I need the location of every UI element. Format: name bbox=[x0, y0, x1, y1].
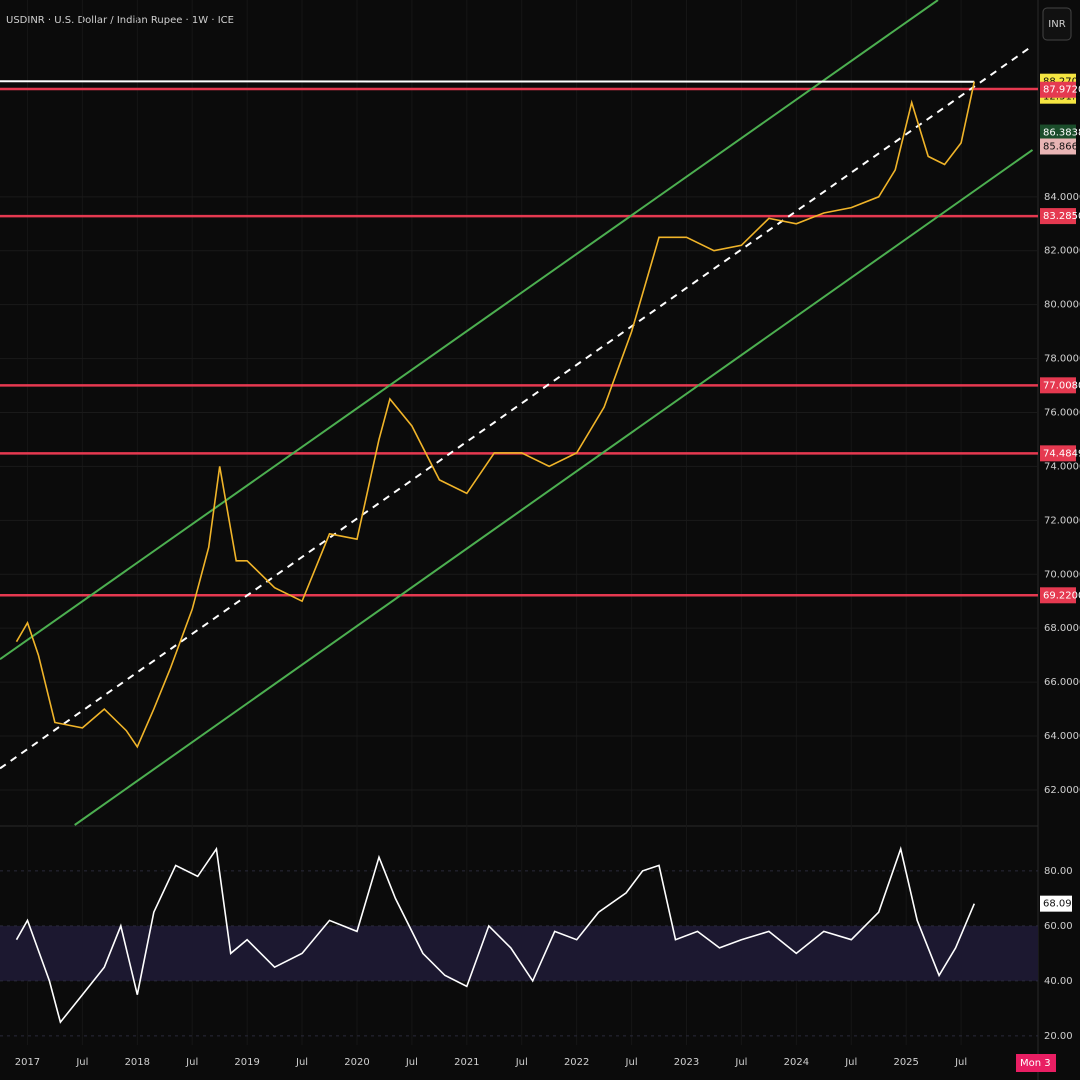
y-tick-label: 66.0000 bbox=[1044, 677, 1080, 688]
currency[interactable]: INR bbox=[1048, 19, 1065, 30]
channel-line bbox=[74, 149, 1034, 826]
x-tick-label: Jul bbox=[954, 1057, 967, 1068]
level-label-box bbox=[1040, 377, 1076, 394]
y-tick-label: 62.0000 bbox=[1044, 785, 1080, 796]
price-label-box bbox=[1040, 81, 1076, 98]
y-tick-label: 20.00 bbox=[1044, 1031, 1073, 1042]
x-tick-label: 2021 bbox=[454, 1057, 479, 1068]
x-tick-label: 2022 bbox=[564, 1057, 589, 1068]
y-tick-label: 84.0000 bbox=[1044, 192, 1080, 203]
time-marker-box bbox=[1016, 1054, 1056, 1072]
chart-title: USDINR · U.S. Dollar / Indian Rupee · 1W… bbox=[6, 15, 234, 26]
x-tick-label: Jul bbox=[734, 1057, 747, 1068]
y-tick-label: 80.0000 bbox=[1044, 300, 1080, 311]
x-tick-label: Jul bbox=[75, 1057, 88, 1068]
x-tick-label: 2025 bbox=[893, 1057, 918, 1068]
x-tick-label: 2018 bbox=[125, 1057, 150, 1068]
price-label: 87.9720 bbox=[1043, 85, 1080, 96]
x-tick-label: 2017 bbox=[15, 1057, 40, 1068]
currency-button[interactable] bbox=[1042, 7, 1072, 41]
x-tick-label: Jul bbox=[185, 1057, 198, 1068]
rsi-band bbox=[0, 925, 1038, 981]
level-label: 69.2200 bbox=[1043, 590, 1080, 601]
rsi-current: 68.09 bbox=[1043, 899, 1072, 910]
y-tick-label: 68.0000 bbox=[1044, 623, 1080, 634]
x-tick-label: Jul bbox=[625, 1057, 638, 1068]
price-label-box bbox=[1040, 124, 1076, 141]
time-marker: Mon 3 bbox=[1020, 1058, 1051, 1069]
y-tick-label: 76.0000 bbox=[1044, 408, 1080, 419]
price-line bbox=[15, 81, 976, 749]
price-label-box bbox=[1040, 138, 1076, 155]
x-tick-label: Jul bbox=[844, 1057, 857, 1068]
y-tick-label: 70.0000 bbox=[1044, 569, 1080, 580]
rsi-line bbox=[15, 846, 976, 1024]
x-tick-label: 2020 bbox=[344, 1057, 369, 1068]
channel-line bbox=[0, 0, 939, 661]
x-tick-label: 2023 bbox=[674, 1057, 699, 1068]
y-tick-label: 72.0000 bbox=[1044, 515, 1080, 526]
price-label: 85.8663 bbox=[1043, 141, 1080, 152]
rsi-current-box bbox=[1040, 895, 1072, 912]
y-tick-label: 78.0000 bbox=[1044, 354, 1080, 365]
level-label: 74.4849 bbox=[1043, 448, 1080, 459]
y-tick-label: 74.0000 bbox=[1044, 461, 1080, 472]
level-label-box bbox=[1040, 587, 1076, 604]
x-tick-label: 2024 bbox=[784, 1057, 809, 1068]
x-tick-label: Jul bbox=[295, 1057, 308, 1068]
midline bbox=[0, 44, 1034, 770]
y-tick-label: 60.00 bbox=[1044, 921, 1073, 932]
y-tick-label: 40.00 bbox=[1044, 976, 1073, 987]
level-label-box bbox=[1040, 445, 1076, 462]
y-tick-label: 64.0000 bbox=[1044, 731, 1080, 742]
x-tick-label: Jul bbox=[405, 1057, 418, 1068]
level-label: 83.2850 bbox=[1043, 211, 1080, 222]
x-tick-label: 2019 bbox=[234, 1057, 259, 1068]
level-label-box bbox=[1040, 208, 1076, 225]
y-tick-label: 82.0000 bbox=[1044, 246, 1080, 257]
x-tick-label: Jul bbox=[515, 1057, 528, 1068]
y-tick-label: 80.00 bbox=[1044, 866, 1073, 877]
